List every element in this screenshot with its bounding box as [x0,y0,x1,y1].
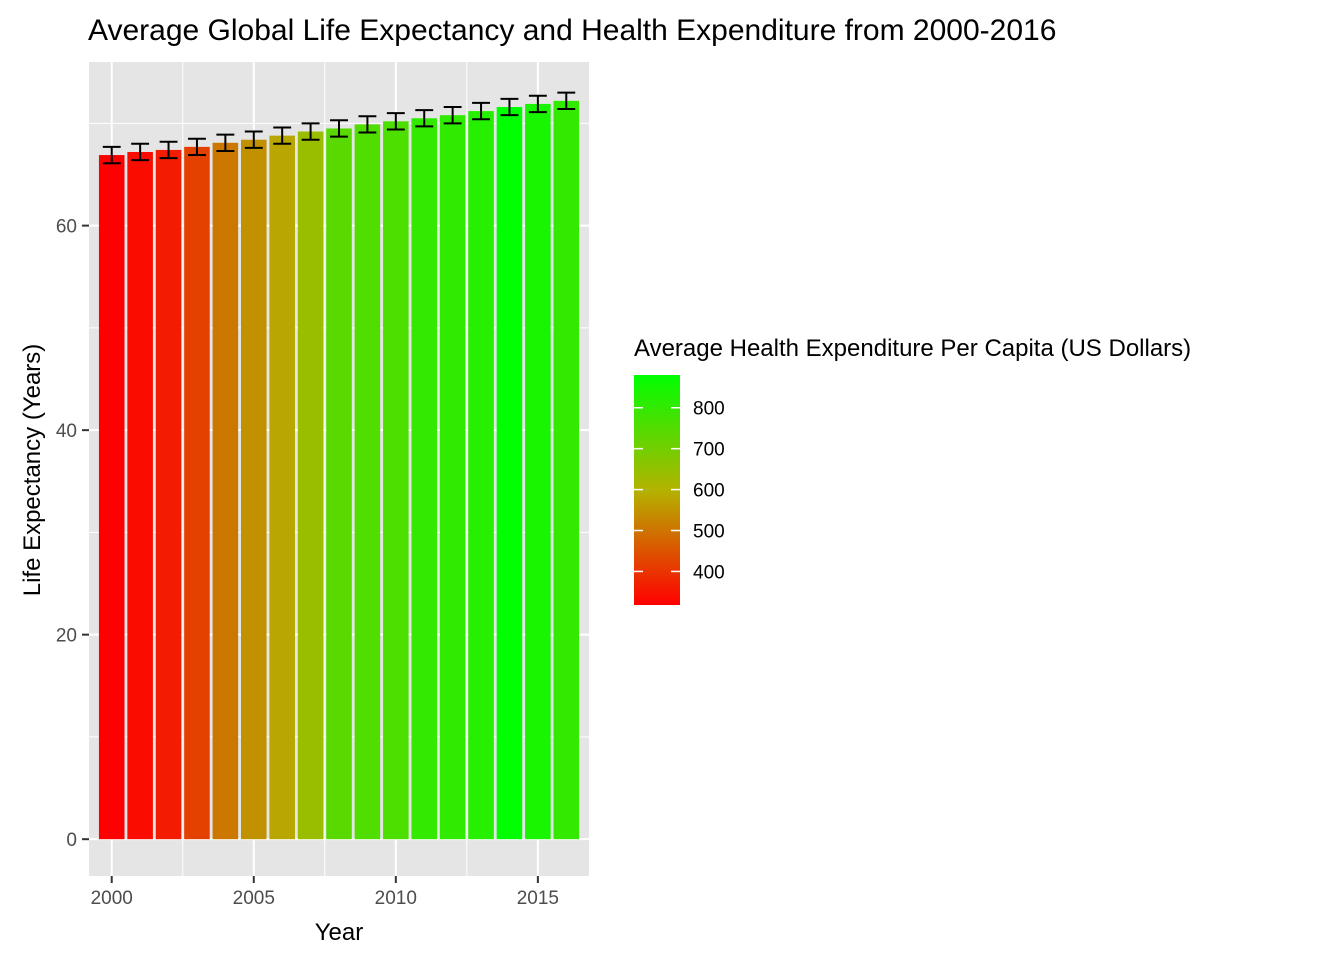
legend-tick-label: 400 [693,562,725,583]
legend-ticks: 400 500 600 700 800 [634,399,725,583]
x-tick-label: 2015 [517,888,559,909]
error-bar-2012 [443,105,462,125]
chart-title: Average Global Life Expectancy and Healt… [88,14,1056,47]
bar-2011 [411,118,438,840]
error-bar-2010 [386,112,405,131]
error-bar-2011 [415,109,434,128]
error-bar-2015 [528,94,547,114]
bar-2015 [525,103,551,840]
bar-2014 [496,106,523,840]
y-axis-title: Life Expectancy (Years) [19,344,46,597]
bar-2008 [326,128,352,840]
legend-tick-label: 800 [693,399,725,420]
bar-2012 [439,115,466,840]
bar-2006 [269,135,295,840]
error-bar-2001 [131,142,150,162]
bar-2010 [383,121,409,840]
x-tick-label: 2010 [375,888,417,909]
error-bar-2003 [188,137,206,157]
error-bar-2009 [358,115,377,134]
y-tick-label: 0 [66,830,77,851]
error-bar-2013 [472,101,490,121]
bar-2013 [468,111,494,840]
bar-2005 [240,139,267,840]
y-tick-label: 20 [56,626,77,647]
y-tick-label: 40 [56,421,77,442]
error-bar-2008 [330,119,348,138]
error-bar-2005 [244,130,263,149]
bar-2007 [297,131,324,840]
bar-2016 [553,100,580,840]
error-bar-2000 [102,145,121,165]
legend-tick-label: 600 [693,481,725,502]
error-bar-2004 [216,133,235,152]
bar-2009 [354,124,381,840]
bar-2001 [127,151,153,840]
bar-2003 [184,146,210,840]
error-bar-2014 [500,97,519,117]
x-axis: 2000 2005 2010 2015 [91,876,559,909]
y-tick-label: 60 [56,217,77,238]
error-bar-2006 [273,126,292,145]
legend-tick-label: 500 [693,522,725,543]
x-tick-label: 2000 [91,888,133,909]
x-tick-label: 2005 [233,888,275,909]
bar-2004 [212,142,239,840]
error-bar-2007 [301,122,320,141]
bar-2002 [155,149,182,840]
y-axis: 0 20 40 60 [56,217,89,851]
error-bar-2002 [159,140,178,160]
error-bar-2016 [557,91,576,111]
legend-title: Average Health Expenditure Per Capita (U… [634,335,1191,362]
legend: Average Health Expenditure Per Capita (U… [634,335,1191,605]
legend-tick-label: 700 [693,440,725,461]
x-axis-title: Year [315,919,364,946]
bar-2000 [98,155,125,840]
plot-panel [89,62,589,876]
